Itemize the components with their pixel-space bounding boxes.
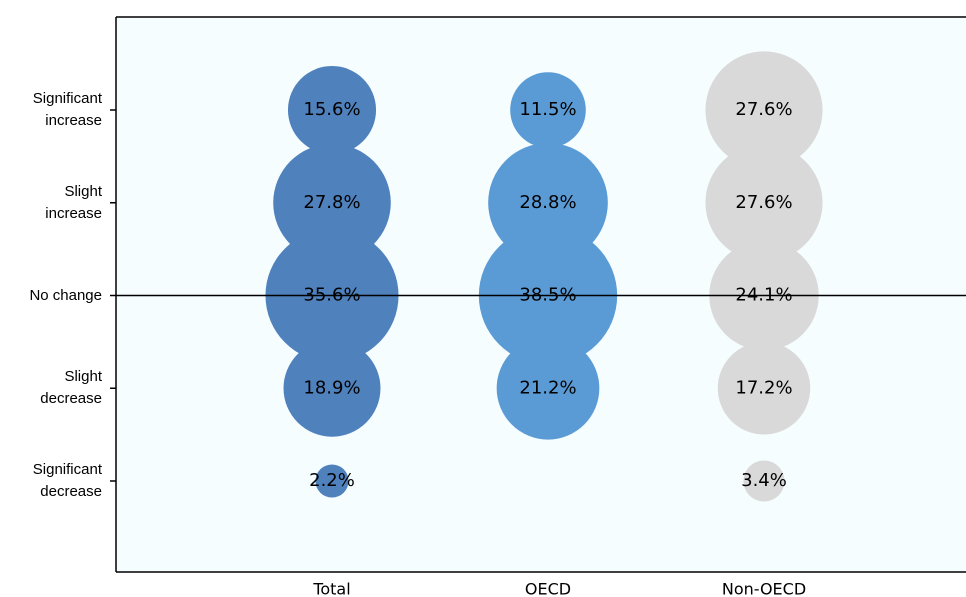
data-label: 18.9% [303,377,360,398]
bubble [705,144,823,262]
bubble [315,464,349,498]
data-label: 17.2% [735,377,792,398]
data-label: 24.1% [735,285,792,306]
bubble [283,339,381,437]
data-label: 28.8% [519,192,576,213]
bubble [717,342,811,435]
x-tick-label: OECD [525,580,571,597]
x-tick-label: Total [312,580,350,597]
bubble [510,72,586,148]
bubble [496,336,600,440]
data-label: 3.4% [741,470,787,491]
data-label: 35.6% [303,285,360,306]
bubble [488,142,608,263]
y-tick-label: Slight decrease [40,368,102,408]
data-label: 27.8% [303,192,360,213]
bubble [743,460,785,502]
y-tick-label: Significant increase [32,90,102,129]
x-tick-label: Non-OECD [722,580,806,597]
data-label: 11.5% [519,99,576,120]
y-tick-label: Significant decrease [32,461,102,500]
data-label: 2.2% [309,470,355,491]
bubble [273,143,391,262]
data-label: 27.6% [735,192,792,213]
data-label: 15.6% [303,99,360,120]
y-tick-label: No change [29,286,102,304]
y-tick-label: Slight increase [45,182,102,222]
data-label: 21.2% [519,377,576,398]
data-label: 27.6% [735,99,792,120]
bubble [705,51,823,169]
data-label: 38.5% [519,285,576,306]
bubble [287,65,377,155]
